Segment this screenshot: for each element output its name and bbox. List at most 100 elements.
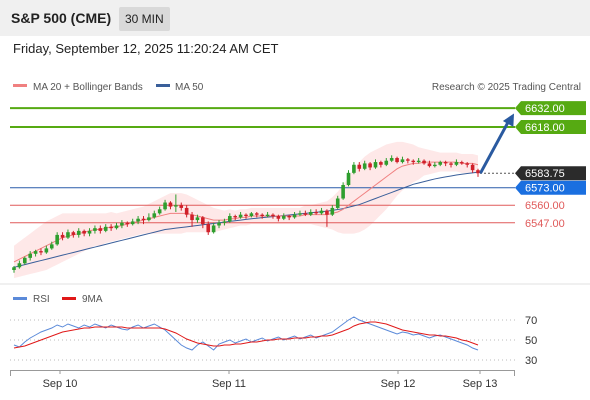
candle-body (201, 217, 205, 225)
candle (55, 232, 59, 246)
candle-body (287, 216, 291, 218)
candle-body (265, 214, 270, 217)
level-label-tag (515, 180, 586, 195)
candle-body (76, 230, 81, 235)
candle (233, 214, 238, 221)
candle (39, 248, 43, 256)
chart-header: S&P 500 (CME) 30 MIN (0, 0, 590, 36)
candle-body (60, 234, 65, 238)
candle (292, 211, 297, 219)
candle-body (470, 164, 475, 171)
candle (298, 210, 302, 217)
candle-body (325, 210, 329, 215)
candle (449, 162, 453, 168)
level-label-target: 6618.00 (515, 119, 586, 134)
candle-body (82, 230, 86, 234)
copyright-text: Research © 2025 Trading Central (432, 82, 581, 93)
candle (454, 159, 459, 167)
candle-body (389, 158, 394, 161)
candle-body (120, 222, 124, 226)
candle (217, 220, 221, 229)
rsi-grid: 70 50 30 (10, 315, 537, 367)
level-label-text: 6560.00 (525, 200, 565, 212)
candle (201, 216, 205, 229)
candle (157, 206, 162, 215)
candle (422, 159, 426, 165)
candle-body (465, 163, 470, 165)
candle-body (71, 232, 76, 235)
candle-body (109, 226, 113, 229)
level-label-text: 6583.75 (525, 168, 565, 180)
level-label-current: 6583.75 (515, 166, 586, 181)
x-tick-label: Sep 11 (212, 378, 246, 390)
candle (276, 214, 281, 222)
candle (76, 228, 81, 238)
candle (287, 214, 291, 221)
candle (71, 230, 76, 238)
candle-body (228, 216, 232, 222)
level-label-pivot: 6573.00 (515, 180, 586, 195)
candle-body (438, 162, 443, 165)
candle (130, 218, 135, 226)
candle-body (400, 159, 405, 163)
candle-body (174, 205, 178, 207)
level-label-tag (515, 101, 586, 116)
candle (44, 245, 49, 254)
candle-body (163, 202, 167, 210)
level-label-text: 6573.00 (525, 183, 565, 195)
candle (395, 156, 399, 164)
candle (406, 158, 410, 164)
arrow-head (502, 113, 514, 127)
candle-body (443, 162, 448, 164)
candle-body (147, 217, 151, 221)
candle-body (114, 225, 119, 229)
candle-body (93, 228, 97, 231)
candle (335, 195, 340, 210)
candle (281, 213, 286, 221)
candle (470, 163, 475, 173)
price-level-labels: 6632.00 6618.00 6583.75 6573.00 6560.00 6547.… (515, 101, 586, 230)
candle (120, 220, 124, 229)
candle-body (141, 218, 146, 221)
candle (141, 216, 146, 225)
legend-rsi-ma-label: 9MA (82, 294, 103, 305)
candle-body (314, 211, 318, 214)
candle (222, 218, 227, 226)
rsi-tick-label: 30 (525, 355, 537, 367)
candle-body (190, 214, 194, 221)
candle-body (17, 263, 22, 268)
candle (93, 225, 97, 234)
candle (373, 159, 378, 169)
candle (114, 222, 119, 230)
level-label-text: 6618.00 (525, 122, 565, 134)
arrow-shaft (479, 118, 511, 174)
candle-body (308, 211, 313, 215)
candle (98, 225, 103, 234)
candle (346, 170, 351, 187)
candle (195, 214, 200, 223)
candle-body (416, 160, 421, 163)
candle-body (427, 163, 432, 167)
candle-body (222, 221, 227, 223)
candle-body (249, 213, 254, 217)
candle-body (179, 205, 184, 208)
candle-body (379, 162, 383, 165)
candle (87, 228, 92, 237)
candle (411, 159, 416, 165)
candle-body (362, 163, 367, 169)
x-axis-labels: Sep 10 Sep 11 Sep 12 Sep 13 (43, 370, 497, 390)
rsi-line (13, 316, 479, 351)
candle (125, 221, 130, 227)
candle-body (49, 244, 54, 249)
candle-body (125, 222, 130, 225)
candle (238, 211, 243, 219)
candle-body (55, 234, 59, 245)
candle-body (44, 248, 49, 253)
interval-button[interactable]: 30 MIN (119, 7, 170, 31)
candle-body (292, 214, 297, 218)
candle (28, 251, 32, 261)
candle (22, 256, 27, 265)
candle-body (28, 253, 32, 258)
legend-bollinger-label: MA 20 + Bollinger Bands (33, 82, 143, 93)
candle (249, 211, 254, 218)
